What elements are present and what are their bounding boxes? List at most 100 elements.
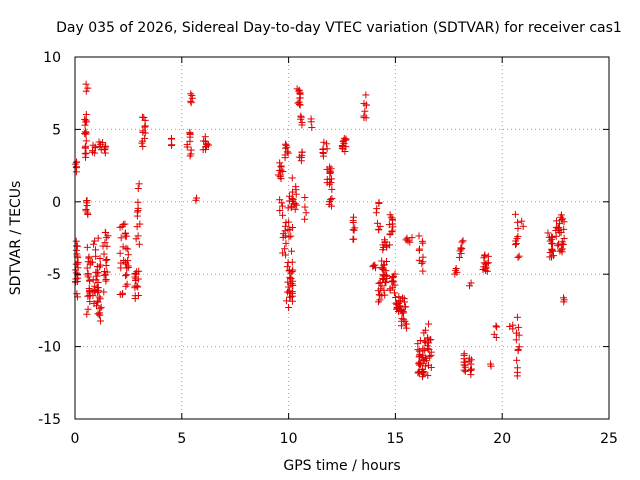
data-point — [459, 237, 467, 245]
data-point — [513, 364, 521, 372]
data-point — [290, 200, 298, 208]
data-point — [284, 258, 292, 266]
data-cluster — [297, 112, 306, 129]
data-cluster — [349, 213, 359, 243]
data-point — [119, 243, 127, 251]
data-cluster — [338, 134, 350, 155]
data-point — [487, 360, 495, 368]
data-cluster — [319, 138, 331, 160]
data-cluster — [479, 251, 492, 275]
data-point — [97, 303, 105, 311]
data-point — [484, 259, 492, 267]
data-point — [89, 141, 97, 149]
data-point — [131, 269, 139, 277]
data-point — [559, 215, 567, 223]
data-point — [82, 207, 90, 215]
data-point — [375, 200, 383, 208]
data-cluster — [325, 195, 336, 210]
data-cluster — [372, 199, 384, 234]
data-point — [285, 283, 293, 291]
data-point — [351, 224, 359, 232]
data-point — [552, 232, 560, 240]
data-cluster — [274, 159, 287, 183]
data-point — [490, 330, 498, 338]
data-point — [96, 255, 104, 263]
data-point — [558, 240, 566, 248]
data-point — [276, 196, 284, 204]
data-point — [518, 217, 526, 225]
data-point — [281, 222, 289, 230]
data-point — [327, 179, 335, 187]
data-point — [186, 130, 194, 138]
data-point — [458, 245, 466, 253]
data-point — [420, 368, 428, 376]
data-point — [124, 245, 132, 253]
data-point — [381, 236, 389, 244]
y-tick-label: 10 — [43, 50, 61, 66]
data-cluster — [360, 91, 370, 122]
data-point — [72, 275, 80, 283]
data-point — [82, 87, 90, 95]
y-tick-label: -5 — [47, 267, 61, 283]
data-point — [425, 345, 433, 353]
data-point — [86, 277, 94, 285]
data-point — [514, 218, 522, 226]
data-point — [138, 113, 146, 121]
data-point — [402, 236, 410, 244]
data-point — [492, 322, 500, 330]
data-point — [286, 275, 294, 283]
data-point — [301, 194, 309, 202]
data-point — [120, 256, 128, 264]
data-point — [389, 274, 397, 282]
data-point — [515, 343, 523, 351]
data-point — [373, 205, 381, 213]
data-cluster — [506, 321, 517, 333]
data-point — [131, 284, 139, 292]
data-cluster — [83, 243, 95, 318]
grid-lines — [75, 57, 609, 419]
data-point — [84, 84, 92, 92]
data-cluster — [131, 267, 143, 303]
data-point — [328, 195, 336, 203]
chart-title: Day 035 of 2026, Sidereal Day-to-day VTE… — [56, 20, 622, 36]
data-point — [85, 254, 93, 262]
data-point — [92, 252, 100, 260]
data-point — [360, 112, 368, 120]
data-point — [83, 310, 91, 318]
data-point — [416, 336, 424, 344]
data-cluster — [560, 294, 568, 306]
data-point — [188, 92, 196, 100]
data-point — [328, 185, 336, 193]
data-cluster — [71, 158, 81, 176]
data-point — [281, 245, 289, 253]
data-point — [362, 91, 370, 99]
data-cluster — [199, 133, 213, 154]
data-point — [82, 137, 90, 145]
data-point — [467, 279, 475, 287]
data-point — [102, 277, 110, 285]
data-point — [514, 253, 522, 261]
data-point — [513, 372, 521, 380]
data-point — [85, 284, 93, 292]
data-point — [284, 149, 292, 157]
data-cluster — [281, 140, 292, 162]
data-point — [560, 218, 568, 226]
data-point — [361, 107, 369, 115]
data-point — [288, 247, 296, 255]
data-cluster — [283, 258, 297, 311]
data-point — [134, 204, 142, 212]
x-tick-label: 5 — [177, 431, 186, 447]
data-point — [116, 249, 124, 257]
data-point — [91, 237, 99, 245]
data-point — [93, 269, 101, 277]
data-cluster — [138, 113, 149, 150]
data-point — [123, 280, 131, 288]
data-cluster — [92, 288, 105, 325]
data-cluster — [460, 350, 476, 379]
data-point — [81, 115, 89, 123]
data-point — [282, 239, 290, 247]
x-tick-label: 15 — [386, 431, 404, 447]
data-cluster — [82, 197, 92, 218]
data-point — [92, 276, 100, 284]
data-point — [95, 287, 103, 295]
